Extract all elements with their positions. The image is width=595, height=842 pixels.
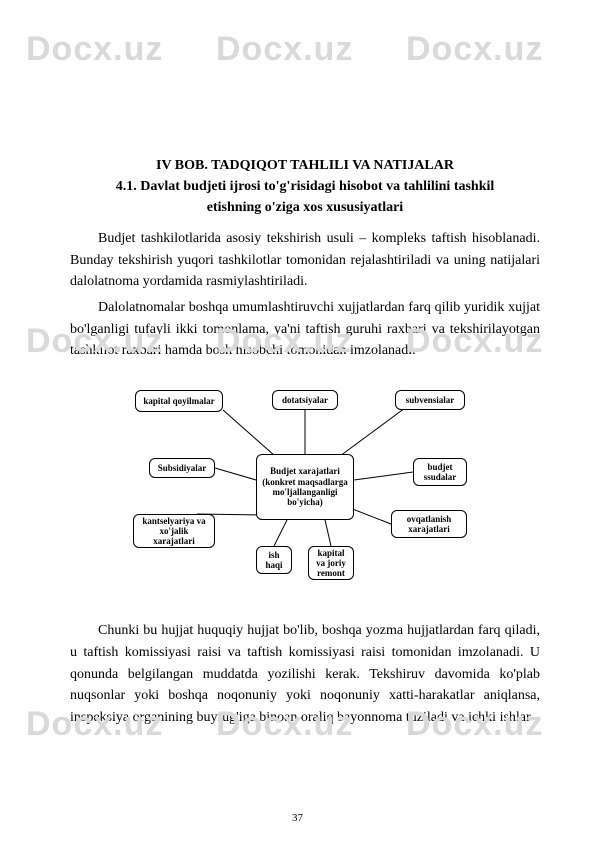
page-number: 37 bbox=[0, 812, 595, 824]
diagram-node-ish-haqi: ish haqi bbox=[256, 546, 292, 574]
diagram-node-dotatsiyalar: dotatsiyalar bbox=[272, 390, 338, 410]
diagram-center-node: Budjet xarajatlari (konkret maqsadlarga … bbox=[256, 454, 354, 520]
diagram-node-kapital-remont: kapital va joriy remont bbox=[308, 546, 354, 580]
watermark: Docx.uz bbox=[406, 30, 543, 69]
watermark: Docx.uz bbox=[26, 30, 163, 69]
diagram-node-kantselyariya: kantselyariya va xo'jalik xarajatlari bbox=[133, 514, 215, 548]
paragraph-2: Dalolatnomalar boshqa umumlashtiruvchi x… bbox=[70, 297, 540, 362]
diagram-node-subsidiyalar: Subsidiyalar bbox=[149, 458, 215, 478]
diagram-node-kapital-qoyilmalar: kapital qoyilmalar bbox=[135, 390, 223, 412]
section-heading: IV BOB. TADQIQOT TAHLILI VA NATIJALAR 4.… bbox=[70, 155, 540, 218]
watermark: Docx.uz bbox=[216, 30, 353, 69]
diagram-node-ovqatlanish: ovqatlanish xarajatlari bbox=[391, 510, 467, 538]
paragraph-1: Budjet tashkilotlarida asosiy tekshirish… bbox=[70, 228, 540, 293]
heading-line-3: etishning o'ziga xos xususiyatlari bbox=[70, 197, 540, 218]
paragraph-3: Chunki bu hujjat huquqiy hujjat bo'lib, … bbox=[70, 620, 540, 728]
budget-expenses-diagram: Budjet xarajatlari (konkret maqsadlarga … bbox=[125, 380, 485, 600]
heading-line-2: 4.1. Davlat budjeti ijrosi to'g'risidagi… bbox=[70, 176, 540, 197]
document-content: IV BOB. TADQIQOT TAHLILI VA NATIJALAR 4.… bbox=[70, 155, 540, 733]
diagram-node-subvensialar: subvensialar bbox=[395, 390, 465, 410]
heading-line-1: IV BOB. TADQIQOT TAHLILI VA NATIJALAR bbox=[70, 155, 540, 176]
diagram-node-budjet-ssudalar: budjet ssudalar bbox=[413, 458, 467, 486]
